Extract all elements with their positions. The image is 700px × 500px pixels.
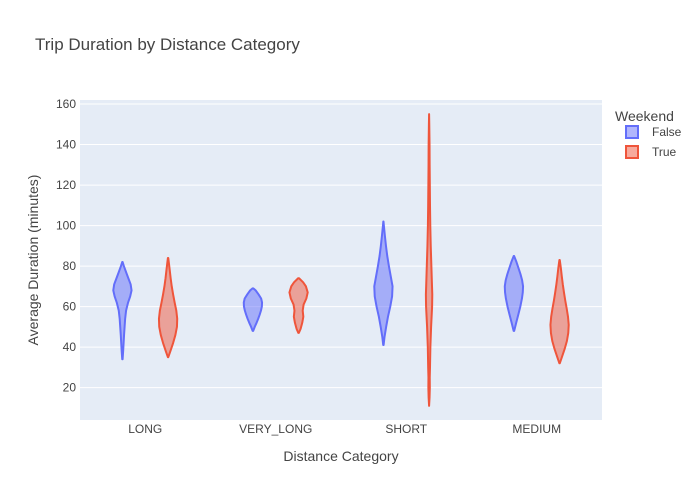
legend-title: Weekend: [615, 108, 674, 124]
legend-label-true[interactable]: True: [652, 145, 677, 159]
violin-short-true[interactable]: [424, 113, 434, 407]
x-tick-label: VERY_LONG: [239, 422, 312, 436]
y-tick-label: 40: [63, 340, 77, 354]
y-tick-label: 20: [63, 381, 77, 395]
x-tick-label: LONG: [128, 422, 162, 436]
x-tick-label: SHORT: [385, 422, 427, 436]
violins: [112, 113, 570, 407]
x-axis-title: Distance Category: [283, 448, 398, 464]
y-tick-label: 140: [56, 138, 76, 152]
chart-title: Trip Duration by Distance Category: [35, 35, 300, 54]
y-tick-label: 120: [56, 178, 76, 192]
violin-very-long-false[interactable]: [242, 287, 264, 332]
y-tick-label: 160: [56, 97, 76, 111]
violin-very-long-true[interactable]: [288, 277, 309, 334]
y-tick-label: 80: [63, 259, 77, 273]
plot-area: [80, 100, 602, 420]
x-tick-label: MEDIUM: [512, 422, 561, 436]
y-axis-ticks: 20 40 60 80 100 120 140 160: [56, 97, 76, 395]
violin-short-false[interactable]: [373, 220, 394, 347]
x-axis-ticks: LONG VERY_LONG SHORT MEDIUM: [128, 422, 561, 436]
legend-swatch-false[interactable]: [625, 125, 639, 139]
y-tick-label: 60: [63, 300, 77, 314]
legend-label-false[interactable]: False: [652, 125, 682, 139]
y-tick-label: 100: [56, 219, 76, 233]
legend: Weekend False True: [615, 108, 682, 159]
violin-medium-true[interactable]: [549, 259, 570, 365]
y-axis-title: Average Duration (minutes): [25, 175, 41, 346]
violin-medium-false[interactable]: [503, 254, 525, 332]
legend-swatch-true[interactable]: [625, 145, 639, 159]
violin-long-false[interactable]: [112, 261, 133, 361]
violin-long-true[interactable]: [157, 256, 179, 359]
